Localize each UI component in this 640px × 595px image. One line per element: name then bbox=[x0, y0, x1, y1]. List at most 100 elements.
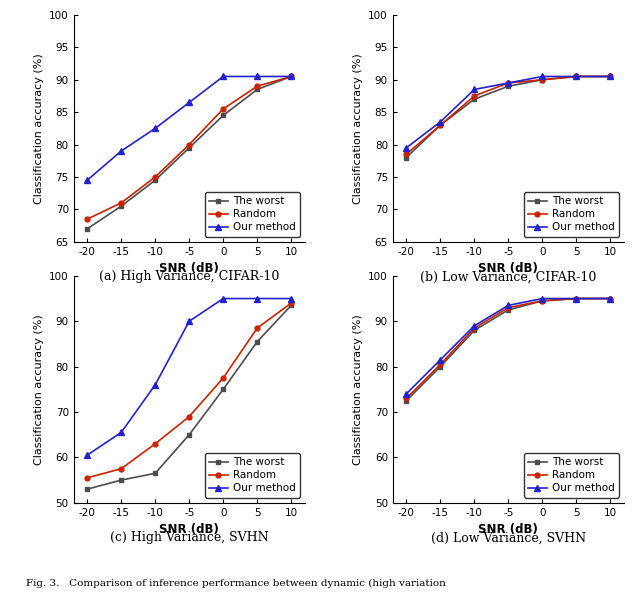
Our method bbox=[117, 429, 125, 436]
The worst bbox=[436, 121, 444, 129]
Legend: The worst, Random, Our method: The worst, Random, Our method bbox=[524, 192, 619, 237]
Random bbox=[538, 76, 546, 83]
Random bbox=[573, 295, 580, 302]
Random bbox=[538, 298, 546, 305]
The worst bbox=[117, 477, 125, 484]
Our method bbox=[470, 322, 478, 330]
Random bbox=[403, 151, 410, 158]
Text: (b) Low Variance, CIFAR-10: (b) Low Variance, CIFAR-10 bbox=[420, 270, 596, 283]
The worst bbox=[152, 469, 159, 477]
Y-axis label: Classification accuracy (%): Classification accuracy (%) bbox=[353, 53, 363, 203]
The worst bbox=[573, 73, 580, 80]
Random bbox=[504, 304, 512, 311]
The worst bbox=[253, 338, 261, 345]
Y-axis label: Classification accuracy (%): Classification accuracy (%) bbox=[33, 53, 44, 203]
The worst bbox=[538, 298, 546, 305]
X-axis label: SNR (dB): SNR (dB) bbox=[159, 262, 219, 275]
Random bbox=[607, 295, 614, 302]
Our method bbox=[403, 144, 410, 151]
Random bbox=[287, 299, 295, 306]
The worst bbox=[470, 327, 478, 334]
X-axis label: SNR (dB): SNR (dB) bbox=[159, 523, 219, 536]
Text: Fig. 3.   Comparison of inference performance between dynamic (high variation: Fig. 3. Comparison of inference performa… bbox=[26, 579, 445, 588]
Legend: The worst, Random, Our method: The worst, Random, Our method bbox=[205, 192, 300, 237]
The worst bbox=[83, 486, 91, 493]
The worst bbox=[83, 226, 91, 233]
Our method bbox=[220, 295, 227, 302]
Random bbox=[287, 73, 295, 80]
Line: The worst: The worst bbox=[404, 296, 613, 403]
Our method bbox=[186, 318, 193, 325]
Random bbox=[436, 121, 444, 129]
Random bbox=[186, 141, 193, 148]
Our method bbox=[504, 79, 512, 86]
Our method bbox=[573, 73, 580, 80]
Line: Random: Random bbox=[84, 300, 294, 480]
Random bbox=[607, 73, 614, 80]
Random bbox=[117, 199, 125, 206]
Our method bbox=[504, 302, 512, 309]
Our method bbox=[287, 73, 295, 80]
Random bbox=[470, 92, 478, 99]
Random bbox=[152, 440, 159, 447]
Our method bbox=[253, 295, 261, 302]
Our method bbox=[287, 295, 295, 302]
Line: The worst: The worst bbox=[84, 303, 294, 491]
The worst bbox=[220, 386, 227, 393]
The worst bbox=[287, 302, 295, 309]
Our method bbox=[152, 381, 159, 389]
Text: (a) High Variance, CIFAR-10: (a) High Variance, CIFAR-10 bbox=[99, 270, 280, 283]
Random bbox=[186, 413, 193, 420]
The worst bbox=[186, 144, 193, 151]
Random bbox=[220, 374, 227, 381]
Text: (d) Low Variance, SVHN: (d) Low Variance, SVHN bbox=[431, 531, 586, 544]
Random bbox=[83, 474, 91, 481]
Our method bbox=[83, 177, 91, 184]
The worst bbox=[538, 76, 546, 83]
Our method bbox=[607, 295, 614, 302]
Random bbox=[220, 105, 227, 112]
The worst bbox=[403, 397, 410, 404]
Random bbox=[573, 73, 580, 80]
Legend: The worst, Random, Our method: The worst, Random, Our method bbox=[524, 453, 619, 497]
The worst bbox=[186, 431, 193, 439]
Line: Random: Random bbox=[84, 74, 294, 221]
Our method bbox=[117, 148, 125, 155]
X-axis label: SNR (dB): SNR (dB) bbox=[479, 262, 538, 275]
Line: Our method: Our method bbox=[84, 74, 294, 183]
Legend: The worst, Random, Our method: The worst, Random, Our method bbox=[205, 453, 300, 497]
Line: Random: Random bbox=[404, 296, 613, 401]
Random bbox=[504, 79, 512, 86]
The worst bbox=[607, 73, 614, 80]
Y-axis label: Classification accuracy (%): Classification accuracy (%) bbox=[353, 314, 363, 465]
Our method bbox=[538, 73, 546, 80]
The worst bbox=[573, 295, 580, 302]
Line: Random: Random bbox=[404, 74, 613, 156]
The worst bbox=[117, 202, 125, 209]
Line: The worst: The worst bbox=[404, 74, 613, 160]
Line: Our method: Our method bbox=[404, 296, 613, 397]
Our method bbox=[83, 452, 91, 459]
The worst bbox=[253, 86, 261, 93]
Our method bbox=[152, 125, 159, 132]
Our method bbox=[220, 73, 227, 80]
Line: Our method: Our method bbox=[84, 296, 294, 458]
Random bbox=[117, 465, 125, 472]
The worst bbox=[220, 112, 227, 119]
The worst bbox=[504, 306, 512, 314]
Our method bbox=[470, 86, 478, 93]
The worst bbox=[152, 177, 159, 184]
Our method bbox=[436, 118, 444, 126]
Random bbox=[152, 173, 159, 180]
The worst bbox=[436, 363, 444, 370]
Our method bbox=[186, 99, 193, 106]
Random bbox=[436, 361, 444, 368]
The worst bbox=[470, 96, 478, 103]
Text: (c) High Variance, SVHN: (c) High Variance, SVHN bbox=[110, 531, 269, 544]
The worst bbox=[504, 83, 512, 90]
X-axis label: SNR (dB): SNR (dB) bbox=[479, 523, 538, 536]
Our method bbox=[538, 295, 546, 302]
Random bbox=[470, 324, 478, 331]
The worst bbox=[607, 295, 614, 302]
The worst bbox=[287, 73, 295, 80]
